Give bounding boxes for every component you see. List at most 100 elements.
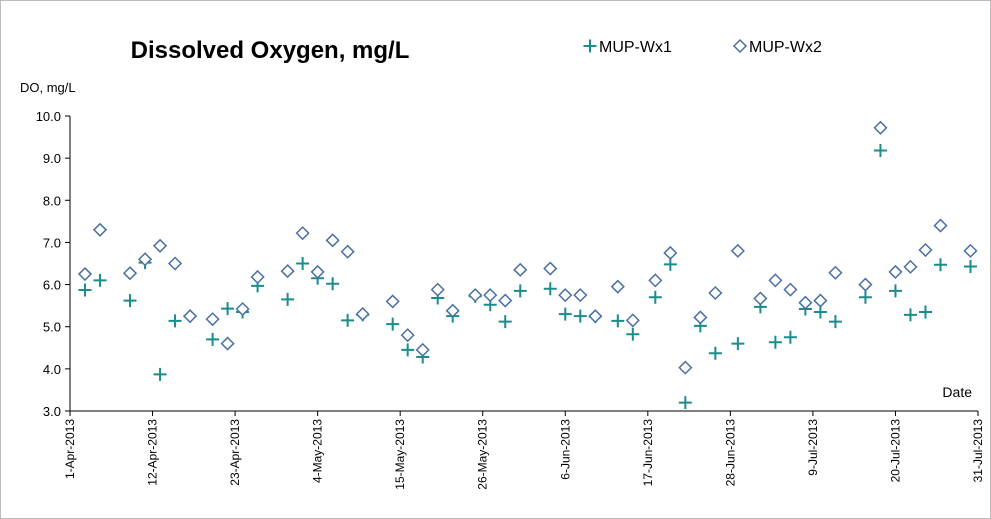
data-point (326, 277, 340, 291)
data-point (77, 266, 93, 282)
data-point (310, 264, 325, 279)
data-point (798, 295, 813, 310)
data-point (386, 317, 400, 331)
data-point (858, 290, 872, 304)
data-point (153, 367, 167, 381)
data-point (355, 307, 370, 322)
data-point (963, 243, 978, 258)
data-point (93, 273, 107, 287)
data-point (183, 309, 198, 324)
data-point (858, 277, 873, 292)
data-point (768, 335, 782, 349)
data-point (220, 336, 235, 351)
x-axis-label: Date (942, 384, 972, 400)
y-tick-label: 4.0 (43, 362, 61, 377)
data-point (783, 282, 798, 297)
data-point (888, 284, 902, 298)
data-point (573, 288, 588, 303)
y-tick-label: 5.0 (43, 320, 61, 335)
legend-marker (583, 39, 597, 53)
data-point (611, 314, 625, 328)
data-point (828, 315, 842, 329)
data-point (235, 301, 250, 317)
data-point (513, 262, 528, 277)
data-point (445, 303, 460, 318)
data-point (543, 282, 557, 296)
x-tick-label: 1-Apr-2013 (63, 419, 77, 479)
data-point (678, 360, 693, 375)
data-point (918, 242, 933, 258)
x-tick-label: 31-Jul-2013 (971, 419, 985, 483)
y-tick-label: 10.0 (36, 109, 61, 124)
data-point (753, 291, 768, 306)
data-point (933, 258, 947, 272)
data-point (468, 288, 483, 303)
data-point (648, 290, 662, 304)
data-point (610, 279, 625, 294)
data-point (731, 337, 745, 351)
y-tick-label: 9.0 (43, 151, 61, 166)
data-point (340, 244, 355, 259)
chart-title: Dissolved Oxygen, mg/L (131, 37, 410, 64)
data-point (730, 243, 745, 258)
data-point (281, 292, 295, 306)
y-tick-label: 8.0 (43, 193, 61, 208)
x-tick-label: 23-Apr-2013 (228, 419, 242, 486)
data-point (626, 327, 640, 341)
data-point (543, 261, 558, 276)
data-point (708, 346, 722, 360)
data-point (558, 288, 573, 303)
data-point (92, 222, 108, 237)
data-point (385, 294, 400, 309)
data-point (513, 284, 527, 298)
data-point (137, 252, 153, 267)
data-point (573, 309, 587, 323)
data-point (78, 283, 92, 297)
y-axis-label: DO, mg/L (20, 80, 76, 95)
data-point (401, 343, 415, 357)
data-point (483, 288, 498, 303)
data-point (280, 264, 295, 279)
data-point (663, 245, 678, 261)
x-tick-label: 28-Jun-2013 (723, 419, 737, 487)
data-point (933, 218, 948, 233)
x-tick-label: 17-Jun-2013 (641, 419, 655, 487)
data-point (325, 233, 340, 248)
data-point (963, 259, 977, 273)
data-point (122, 266, 138, 281)
data-point (693, 310, 708, 325)
data-point (341, 313, 355, 327)
data-point (205, 312, 220, 327)
data-point (783, 330, 797, 344)
legend-label: MUP-Wx1 (599, 39, 672, 56)
data-point (888, 264, 903, 279)
data-point (625, 313, 640, 328)
data-point (828, 265, 843, 280)
y-tick-label: 7.0 (43, 235, 61, 250)
x-tick-label: 20-Jul-2013 (888, 419, 902, 483)
data-point (152, 238, 168, 253)
data-point (123, 294, 137, 308)
data-point (295, 226, 310, 241)
data-point (678, 396, 692, 410)
data-point (498, 293, 513, 308)
data-point (873, 120, 888, 135)
x-tick-label: 12-Apr-2013 (146, 419, 160, 486)
data-point (430, 282, 445, 297)
data-point (813, 293, 828, 308)
x-tick-label: 15-May-2013 (393, 419, 407, 490)
data-point (873, 144, 887, 158)
data-point (648, 273, 663, 288)
y-tick-label: 3.0 (43, 404, 61, 419)
x-tick-label: 9-Jul-2013 (806, 419, 820, 476)
data-point (708, 285, 723, 301)
data-point (168, 314, 182, 328)
y-tick-label: 6.0 (43, 278, 61, 293)
data-point (918, 305, 932, 319)
x-tick-label: 26-May-2013 (476, 419, 490, 490)
data-point (206, 332, 220, 346)
legend-label: MUP-Wx2 (749, 39, 822, 56)
data-point (415, 342, 430, 357)
data-point (221, 302, 235, 316)
